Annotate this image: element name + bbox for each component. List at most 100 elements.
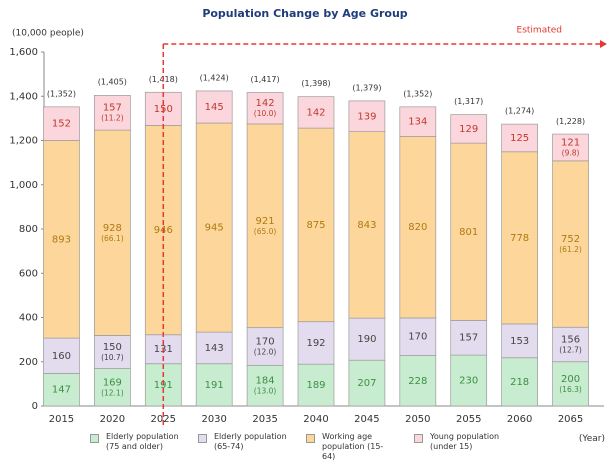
total-label: (1,424) <box>200 73 229 82</box>
x-tick-label: 2015 <box>49 414 74 425</box>
y-tick-label: 200 <box>19 357 38 368</box>
x-axis-label: (Year) <box>578 434 605 444</box>
legend-swatch <box>198 434 207 443</box>
value-label: 752 <box>561 234 580 245</box>
chart-title: Population Change by Age Group <box>202 7 407 20</box>
bar-segment <box>501 123 538 153</box>
value-label: 157 <box>459 333 478 344</box>
bar-segment <box>195 90 233 124</box>
bar-segment <box>43 140 80 339</box>
bar-segment <box>348 359 386 407</box>
bar-segment <box>348 100 386 132</box>
value-label: 192 <box>306 338 325 349</box>
bar-segment <box>43 337 80 374</box>
plot: Population Change by Age Group (10,000 p… <box>9 7 607 428</box>
value-label: 191 <box>154 380 173 391</box>
bar-segment <box>246 327 284 366</box>
x-tick-label: 2055 <box>456 414 481 425</box>
value-label: 200 <box>561 374 580 385</box>
legend-item: Working age population (15-64) <box>306 432 396 462</box>
share-label: (13.0) <box>254 387 277 396</box>
y-tick-label: 800 <box>19 224 38 235</box>
value-label: 170 <box>408 332 427 343</box>
value-label: 189 <box>306 380 325 391</box>
total-label: (1,352) <box>47 89 76 98</box>
y-tick-label: 400 <box>19 313 38 324</box>
value-label: 134 <box>408 117 427 128</box>
value-label: 820 <box>408 222 427 233</box>
value-label: 875 <box>306 220 325 231</box>
bar-segment <box>297 363 335 407</box>
x-tick-label: 2065 <box>558 414 583 425</box>
estimate-label: Estimated <box>517 26 562 36</box>
estimate-arrow-head <box>600 40 607 48</box>
total-label: (1,417) <box>251 75 280 84</box>
bar-segment <box>450 354 488 407</box>
bar-segment <box>450 142 488 321</box>
total-label: (1,274) <box>505 107 534 116</box>
value-label: 152 <box>52 119 71 130</box>
bar-segment <box>94 368 131 407</box>
y-tick-label: 1,000 <box>9 180 38 191</box>
value-label: 129 <box>459 124 478 135</box>
bar-segment <box>195 331 233 365</box>
bar-segment <box>195 363 233 407</box>
total-label: (1,405) <box>98 78 127 87</box>
value-label: 156 <box>561 334 580 345</box>
x-tick-label: 2030 <box>201 414 226 425</box>
x-tick-label: 2020 <box>100 414 125 425</box>
legend-label: Elderly population (65-74) <box>214 432 287 451</box>
value-label: 169 <box>103 377 122 388</box>
x-tick-label: 2060 <box>507 414 532 425</box>
x-tick-label: 2040 <box>303 414 328 425</box>
share-label: (10.7) <box>101 353 124 362</box>
legend: Elderly population (75 and older) Elderly… <box>90 432 510 472</box>
x-tick-label: 2050 <box>405 414 430 425</box>
bar-segment <box>195 122 233 333</box>
value-label: 190 <box>357 334 376 345</box>
value-label: 160 <box>52 351 71 362</box>
share-label: (9.8) <box>562 148 580 157</box>
bar-segment <box>501 151 538 325</box>
value-label: 230 <box>459 376 478 387</box>
value-label: 145 <box>205 102 224 113</box>
value-label: 945 <box>205 223 224 234</box>
share-label: (66.1) <box>101 234 124 243</box>
value-label: 928 <box>103 223 122 234</box>
total-label: (1,317) <box>454 97 483 106</box>
share-label: (16.3) <box>559 385 582 394</box>
share-label: (12.7) <box>559 345 582 354</box>
bar-segment <box>348 131 386 319</box>
total-label: (1,228) <box>556 117 585 126</box>
x-tick-label: 2045 <box>354 414 379 425</box>
bar-segment <box>348 317 386 361</box>
value-label: 218 <box>510 377 529 388</box>
value-label: 121 <box>561 137 580 148</box>
total-label: (1,398) <box>301 79 330 88</box>
share-label: (11.2) <box>101 114 124 123</box>
bar-segment <box>297 96 335 129</box>
value-label: 157 <box>103 103 122 114</box>
x-tick-label: 2025 <box>151 414 176 425</box>
bar-segment <box>552 326 589 363</box>
value-label: 139 <box>357 111 376 122</box>
legend-label: Young population (under 15) <box>430 432 500 451</box>
value-label: 142 <box>306 107 325 118</box>
value-label: 150 <box>103 342 122 353</box>
value-label: 170 <box>256 336 275 347</box>
y-axis-label: (10,000 people) <box>12 29 84 39</box>
x-tick-label: 2035 <box>252 414 277 425</box>
bar-segment <box>246 92 284 125</box>
bar-segment <box>501 357 538 407</box>
legend-label: Working age population (15-64) <box>322 432 384 461</box>
value-label: 778 <box>510 233 529 244</box>
bar-segment <box>399 106 437 137</box>
legend-label: Elderly population (75 and older) <box>106 432 179 451</box>
value-label: 801 <box>459 227 478 238</box>
value-label: 147 <box>52 385 71 396</box>
bar-segment <box>297 127 335 323</box>
legend-swatch <box>414 434 423 443</box>
bar-segment <box>43 373 80 407</box>
value-label: 228 <box>408 376 427 387</box>
legend-swatch <box>90 434 99 443</box>
